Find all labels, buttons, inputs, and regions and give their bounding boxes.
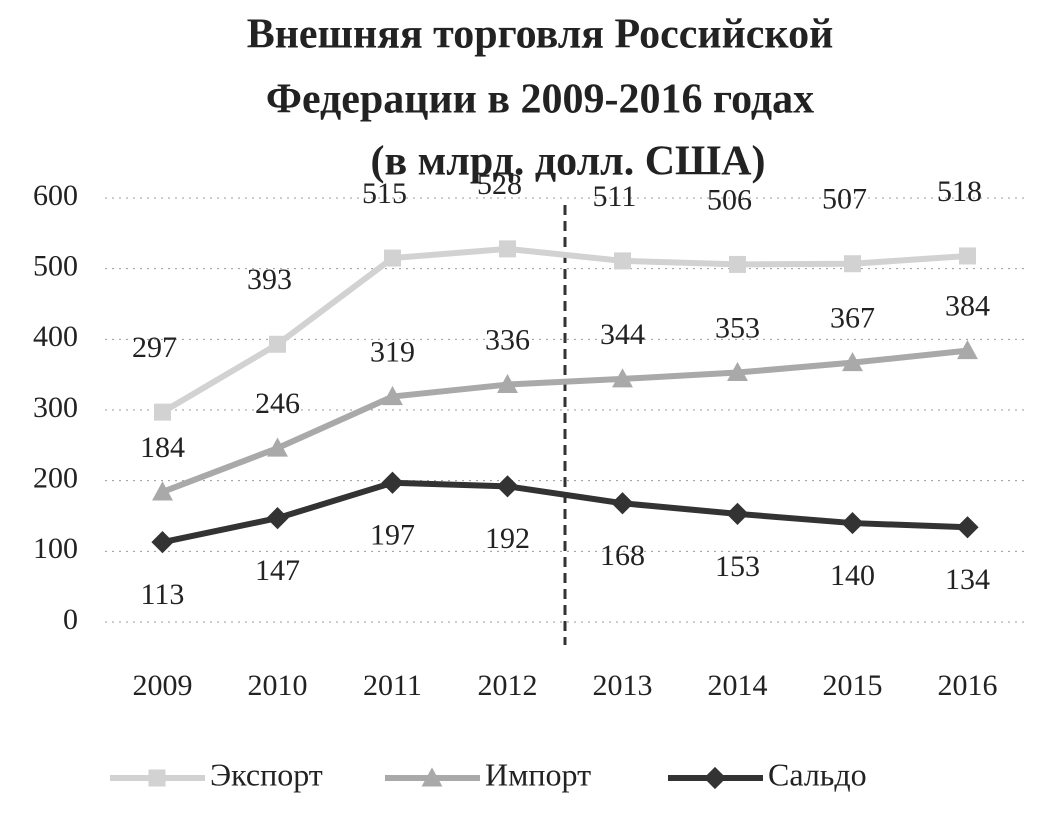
y-tick-label: 300	[33, 391, 78, 424]
data-label: 197	[370, 519, 415, 552]
series: 113 147 197 192 168 153 140 134	[141, 471, 990, 611]
point	[957, 339, 978, 360]
data-label: 515	[362, 177, 407, 210]
point	[152, 481, 173, 501]
data-label: 506	[707, 183, 752, 216]
point	[959, 247, 976, 265]
line	[160, 245, 968, 415]
data-label: 393	[247, 263, 292, 296]
point	[151, 531, 174, 554]
legend-label: Сальдо	[768, 756, 867, 792]
point	[499, 240, 516, 258]
data-label: 297	[132, 331, 177, 364]
data-label: 168	[600, 539, 645, 572]
data-label: 507	[822, 183, 867, 216]
data-label: 134	[945, 563, 990, 596]
y-tick-label: 400	[33, 320, 78, 353]
point	[267, 437, 288, 457]
data-label: 147	[255, 554, 300, 587]
chart-title: Федерации в 2009-2016 годах	[266, 77, 814, 123]
point	[148, 769, 166, 787]
data-label: 384	[945, 290, 990, 323]
x-tick-label: 2011	[363, 669, 422, 702]
data-label: 353	[715, 311, 760, 344]
data-label: 140	[830, 559, 875, 592]
y-tick-label: 0	[63, 603, 78, 636]
point	[956, 516, 979, 539]
point	[612, 368, 633, 388]
x-tick-label: 2014	[708, 669, 768, 702]
y-tick-label: 600	[33, 179, 78, 212]
point	[844, 255, 861, 273]
x-tick-label: 2015	[823, 669, 883, 702]
point	[382, 385, 403, 406]
data-label: 518	[937, 175, 982, 208]
point	[496, 475, 519, 498]
x-tick-label: 2013	[593, 669, 653, 702]
chart-title: (в млрд. долл. США)	[371, 139, 766, 185]
data-label: 246	[255, 387, 300, 420]
data-label: 153	[715, 550, 760, 583]
data-label: 113	[141, 578, 185, 611]
point	[841, 511, 864, 535]
point	[703, 766, 727, 790]
line	[161, 479, 968, 546]
series: 184 246 319 336 344 353 367 384	[140, 290, 990, 501]
data-label: 192	[485, 522, 530, 555]
point	[726, 502, 749, 525]
point	[421, 767, 443, 787]
data-label: 336	[485, 323, 530, 356]
point	[384, 249, 401, 267]
x-tick-label: 2010	[248, 669, 308, 702]
point	[729, 255, 746, 273]
point	[727, 361, 748, 382]
data-label: 184	[140, 431, 185, 464]
point	[497, 373, 518, 394]
x-tick-label: 2016	[938, 669, 998, 702]
y-tick-label: 200	[33, 462, 78, 495]
x-tick-label: 2009	[133, 669, 193, 702]
chart-title: Внешняя торговля Российской	[247, 12, 834, 58]
legend-label: Импорт	[485, 756, 591, 792]
x-tick-label: 2012	[478, 669, 538, 702]
data-label: 528	[477, 168, 522, 201]
y-tick-label: 500	[33, 250, 78, 283]
point	[154, 403, 171, 421]
point	[269, 335, 286, 353]
series: 297 393 515 528 511 506 507 518	[132, 168, 982, 421]
legend-label: Экспорт	[210, 756, 323, 792]
point	[381, 471, 404, 494]
y-tick-label: 100	[33, 532, 78, 565]
data-label: 319	[370, 335, 415, 368]
data-label: 511	[593, 180, 637, 213]
point	[266, 507, 289, 530]
data-label: 367	[830, 302, 875, 335]
point	[611, 492, 634, 515]
point	[614, 252, 631, 270]
line	[161, 347, 968, 495]
point	[842, 352, 863, 372]
data-label: 344	[600, 318, 645, 351]
